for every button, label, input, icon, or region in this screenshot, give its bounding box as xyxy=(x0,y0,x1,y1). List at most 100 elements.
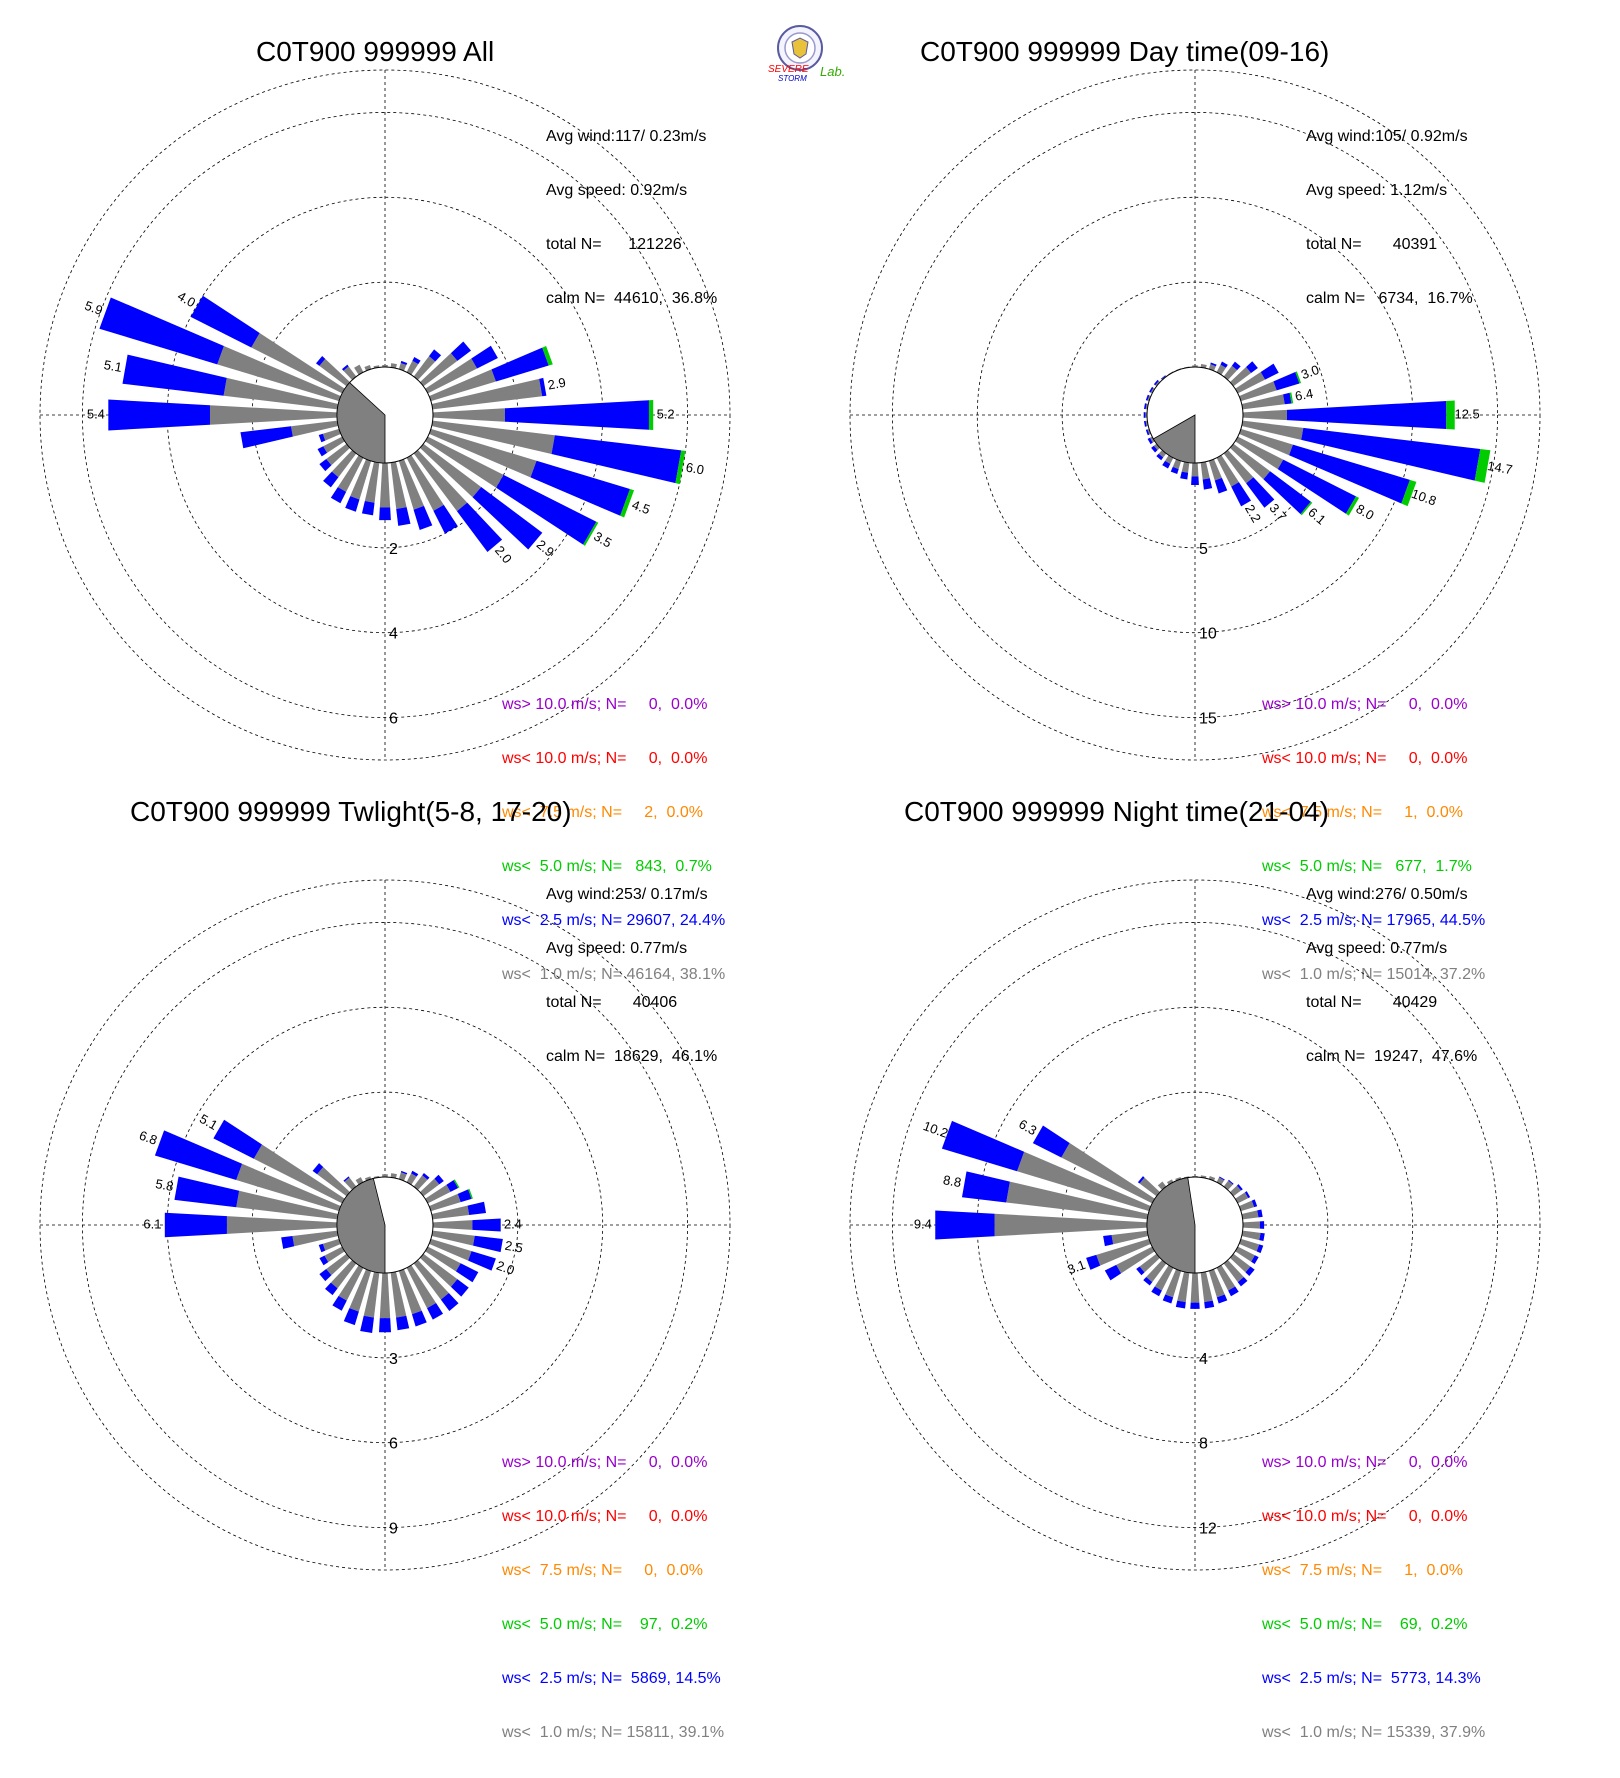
wind-bar-segment xyxy=(432,1220,473,1230)
wind-bar-segment xyxy=(323,471,339,488)
wind-bar-segment xyxy=(343,1176,350,1182)
wind-bar-segment xyxy=(1166,1179,1174,1185)
wind-bar-segment xyxy=(411,1310,427,1327)
wind-bar-segment xyxy=(530,460,630,516)
wind-bar-segment xyxy=(413,1259,449,1300)
wind-bar-segment xyxy=(419,1178,440,1197)
wind-bar-segment xyxy=(1116,1246,1155,1274)
wind-bar-segment xyxy=(431,1205,470,1220)
calm-pie xyxy=(1146,1177,1196,1274)
wind-bar-segment xyxy=(429,1238,472,1261)
ring-label: 4 xyxy=(389,626,398,643)
wind-bar-segment xyxy=(473,1235,503,1253)
wind-bar-segment xyxy=(1229,367,1252,387)
wind-bar-segment xyxy=(338,1265,364,1301)
wind-bar-segment xyxy=(1446,400,1455,430)
wind-bar-segment xyxy=(433,504,458,534)
wind-bar-segment xyxy=(1147,395,1151,402)
wind-bar-segment xyxy=(539,377,547,397)
wind-bar-segment xyxy=(318,1243,326,1253)
ring-label: 6 xyxy=(389,1436,398,1453)
stat-calm-n: calm N= 18629, 46.1% xyxy=(546,1048,718,1065)
bar-value-label: 2.5 xyxy=(504,1238,524,1256)
chart-title: C0T900 999999 Twlight(5-8, 17-20) xyxy=(130,796,572,827)
wind-bar-segment xyxy=(583,521,599,546)
wind-bar-segment xyxy=(1235,371,1266,394)
wind-bar-segment xyxy=(468,1188,473,1199)
wind-bar-segment xyxy=(322,428,341,441)
grid-ring-outer xyxy=(39,879,731,1571)
bar-value-label: 5.4 xyxy=(87,406,105,421)
wind-bar-segment xyxy=(319,1269,332,1282)
wind-bar-segment xyxy=(1301,427,1481,481)
wind-bar-segment xyxy=(343,366,357,381)
wind-bar-segment xyxy=(1104,1264,1122,1281)
wind-bar-segment xyxy=(1241,420,1304,440)
wind-bar-segment xyxy=(213,1119,262,1159)
stat-avg-speed: Avg speed: 0.92m/s xyxy=(546,182,688,199)
wind-bar-segment xyxy=(1165,455,1174,464)
wind-bar-segment xyxy=(1235,1246,1255,1262)
wind-bar-segment xyxy=(379,1318,391,1333)
stat-avg-speed: Avg speed: 0.77m/s xyxy=(1306,940,1448,957)
chart-title: C0T900 999999 Night time(21-04) xyxy=(904,796,1329,827)
wind-bar-segment xyxy=(1246,361,1258,374)
legend-item: ws< 5.0 m/s; N= 69, 0.2% xyxy=(1262,1616,1468,1633)
wind-bar-segment xyxy=(319,1255,329,1266)
wind-bar-segment xyxy=(648,400,654,430)
wind-rose-twilight: 3 6 9 2.4 2.5 2.0 6.1 5.8 6.8 5.1 xyxy=(39,879,731,1571)
wind-bar-segment xyxy=(345,496,360,512)
wind-bar-segment xyxy=(432,408,505,422)
wind-bar-segment xyxy=(1220,361,1228,368)
wind-bar-segment xyxy=(1401,479,1417,507)
wind-bar-segment xyxy=(253,1144,345,1204)
wind-bar-segment xyxy=(332,1295,347,1311)
ring-label: 5 xyxy=(1199,541,1208,558)
calm-overlay xyxy=(1195,415,1243,463)
wind-bar-segment xyxy=(1111,1230,1149,1245)
wind-bar-segment xyxy=(1143,412,1146,418)
wind-bar-segment xyxy=(1236,1184,1243,1191)
stats-block: Avg wind:117/ 0.23m/s Avg speed: 0.92m/s… xyxy=(546,92,717,344)
wind-bar-segment xyxy=(1210,362,1217,367)
legend: ws> 10.0 m/s; N= 0, 0.0% ws< 10.0 m/s; N… xyxy=(502,660,725,1020)
wind-bar-segment xyxy=(312,1163,324,1175)
bar-value-label: 14.7 xyxy=(1486,458,1514,477)
wind-bar-segment xyxy=(472,1218,501,1232)
wind-bar-segment xyxy=(390,1271,407,1318)
wind-bar-segment xyxy=(431,378,543,410)
wind-bar-segment xyxy=(1260,363,1279,380)
wind-bar-segment xyxy=(398,362,407,371)
wind-bar-segment xyxy=(1235,1192,1249,1204)
wind-bar-segment xyxy=(1160,375,1166,380)
wind-rose-panel-day: 5 10 15 3.0 6.4 12.5 14.7 10.8 8.0 6.1 3.7 2.2 C0T9… xyxy=(810,0,1620,983)
bar-value-label: 2.0 xyxy=(494,1258,516,1278)
wind-bar-segment xyxy=(425,1184,451,1204)
wind-bar-segment xyxy=(1241,1210,1259,1220)
wind-bar-segment xyxy=(450,341,471,361)
wind-bar-segment xyxy=(413,449,468,512)
stat-total-n: total N= 121226 xyxy=(546,236,682,253)
bar-value-label: 8.8 xyxy=(942,1172,962,1190)
legend-item: ws< 7.5 m/s; N= 0, 0.0% xyxy=(502,1562,703,1579)
calm-pie xyxy=(1152,414,1196,464)
wind-bar-segment xyxy=(325,1282,338,1296)
legend-item: ws< 10.0 m/s; N= 0, 0.0% xyxy=(502,750,708,767)
wind-bar-segment xyxy=(1208,459,1222,481)
legend-item: ws> 10.0 m/s; N= 0, 0.0% xyxy=(1262,1454,1468,1471)
wind-bar-segment xyxy=(496,474,597,545)
wind-bar-segment xyxy=(360,1315,374,1334)
wind-bar-segment xyxy=(1147,437,1153,445)
wind-bar-segment xyxy=(1239,1238,1260,1252)
wind-bar-segment xyxy=(1162,460,1171,469)
wind-bar-segment xyxy=(1263,471,1311,515)
bar-value-label: 2.4 xyxy=(504,1216,522,1231)
wind-bar-segment xyxy=(411,1170,419,1177)
legend-item: ws< 1.0 m/s; N= 46164, 38.1% xyxy=(502,966,726,983)
wind-bar-segment xyxy=(419,443,482,498)
chart-title: C0T900 999999 Day time(09-16) xyxy=(920,36,1330,67)
wind-bar-segment xyxy=(400,1170,408,1175)
wind-bar-segment xyxy=(1286,400,1447,430)
wind-bar-segment xyxy=(1137,1176,1145,1184)
wind-bar-segment xyxy=(456,502,503,552)
